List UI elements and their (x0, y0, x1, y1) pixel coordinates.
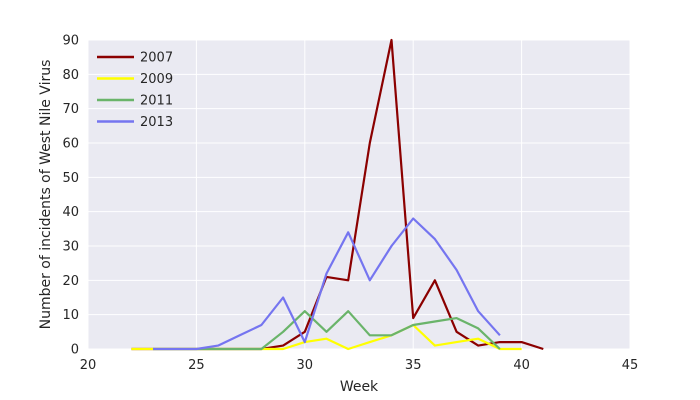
x-tick-label: 30 (297, 358, 314, 373)
legend: 2007 2009 2011 2013 (97, 51, 173, 130)
y-tick-label: 0 (71, 343, 79, 358)
x-tick-label: 40 (513, 358, 530, 373)
series-lines (131, 38, 544, 351)
series-line-2011 (153, 310, 501, 351)
x-tick-label: 20 (80, 358, 97, 373)
legend-label-2007: 2007 (140, 51, 173, 66)
x-tick-label: 25 (188, 358, 205, 373)
y-tick-label: 30 (62, 240, 79, 255)
x-tick-label: 45 (622, 358, 639, 373)
y-tick-label: 90 (62, 34, 79, 49)
x-axis-label: Week (340, 379, 379, 395)
plot-background (88, 40, 630, 349)
tick-labels: 20 25 30 35 40 45 0 10 20 30 40 50 60 70 80 90 (62, 34, 638, 374)
x-tick-label: 35 (405, 358, 422, 373)
y-tick-label: 10 (62, 308, 79, 323)
y-tick-label: 80 (62, 68, 79, 83)
y-tick-label: 60 (62, 137, 79, 152)
legend-label-2011: 2011 (140, 94, 173, 109)
legend-label-2009: 2009 (140, 72, 173, 87)
legend-label-2013: 2013 (140, 115, 173, 130)
y-tick-label: 20 (62, 274, 79, 289)
series-line-2013 (153, 217, 501, 351)
y-tick-label: 70 (62, 102, 79, 117)
y-tick-label: 40 (62, 205, 79, 220)
y-axis-label: Number of incidents of West Nile Virus (38, 60, 54, 330)
y-tick-label: 50 (62, 171, 79, 186)
